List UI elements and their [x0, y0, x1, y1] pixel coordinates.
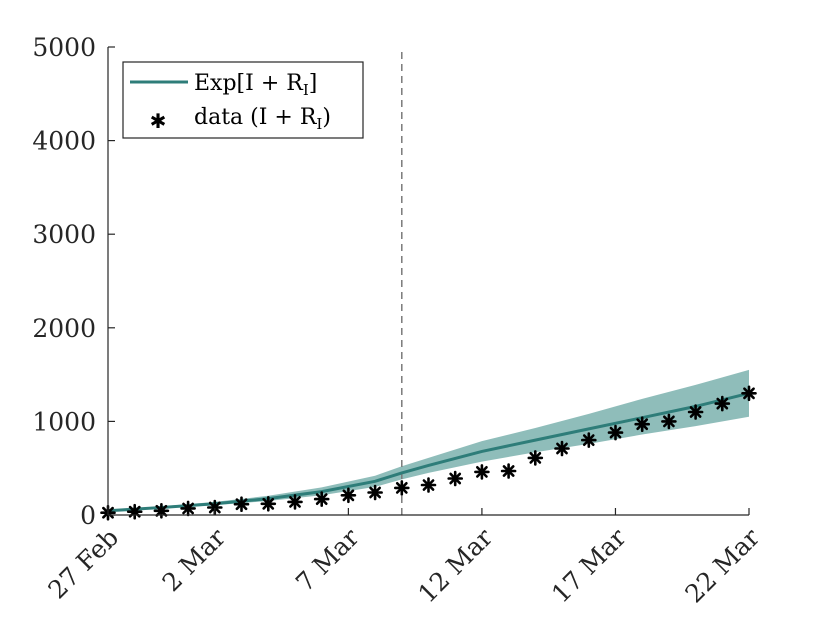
data-marker — [661, 413, 677, 430]
x-tick-label: 27 Feb — [43, 523, 125, 605]
x-tick-label: 17 Mar — [546, 523, 632, 609]
y-tick-label: 2000 — [32, 314, 96, 343]
data-marker — [634, 416, 651, 433]
data-marker — [233, 496, 250, 513]
data-marker — [420, 477, 437, 493]
x-tick-label: 22 Mar — [680, 523, 766, 609]
data-marker — [447, 470, 464, 487]
x-tick-label: 12 Mar — [412, 523, 498, 609]
data-markers-layer — [100, 385, 757, 521]
x-tick-label: 2 Mar — [157, 523, 231, 597]
y-tick-label: 4000 — [32, 127, 96, 156]
data-marker — [554, 440, 570, 457]
y-tick-label: 3000 — [32, 220, 96, 249]
data-marker — [340, 487, 357, 504]
data-marker — [126, 503, 143, 520]
data-marker — [180, 500, 196, 517]
data-marker — [527, 450, 544, 466]
legend-label-expected: Exp[I + RI] — [194, 71, 317, 99]
expected-line-layer — [107, 391, 750, 513]
data-marker — [207, 499, 223, 516]
legend: Exp[I + RI] ✱ data (I + RI) — [122, 61, 364, 139]
data-marker — [500, 463, 517, 479]
data-marker — [474, 464, 490, 480]
legend-label-data: data (I + RI) — [194, 105, 331, 133]
data-marker — [313, 491, 330, 507]
data-marker — [580, 432, 597, 448]
y-tick-label: 0 — [80, 501, 96, 530]
y-tick-label: 5000 — [32, 33, 96, 62]
data-marker — [287, 494, 303, 510]
expected-line — [107, 391, 750, 513]
data-marker — [367, 484, 383, 501]
data-marker — [714, 395, 731, 412]
data-marker — [393, 480, 410, 496]
x-tick-label: 7 Mar — [290, 523, 364, 597]
data-marker — [607, 424, 624, 441]
legend-box — [122, 61, 364, 139]
y-tick-label: 1000 — [32, 407, 96, 436]
legend-marker-swatch: ✱ — [150, 109, 167, 133]
data-marker — [741, 385, 757, 402]
data-marker — [260, 495, 277, 512]
data-marker — [687, 404, 704, 420]
